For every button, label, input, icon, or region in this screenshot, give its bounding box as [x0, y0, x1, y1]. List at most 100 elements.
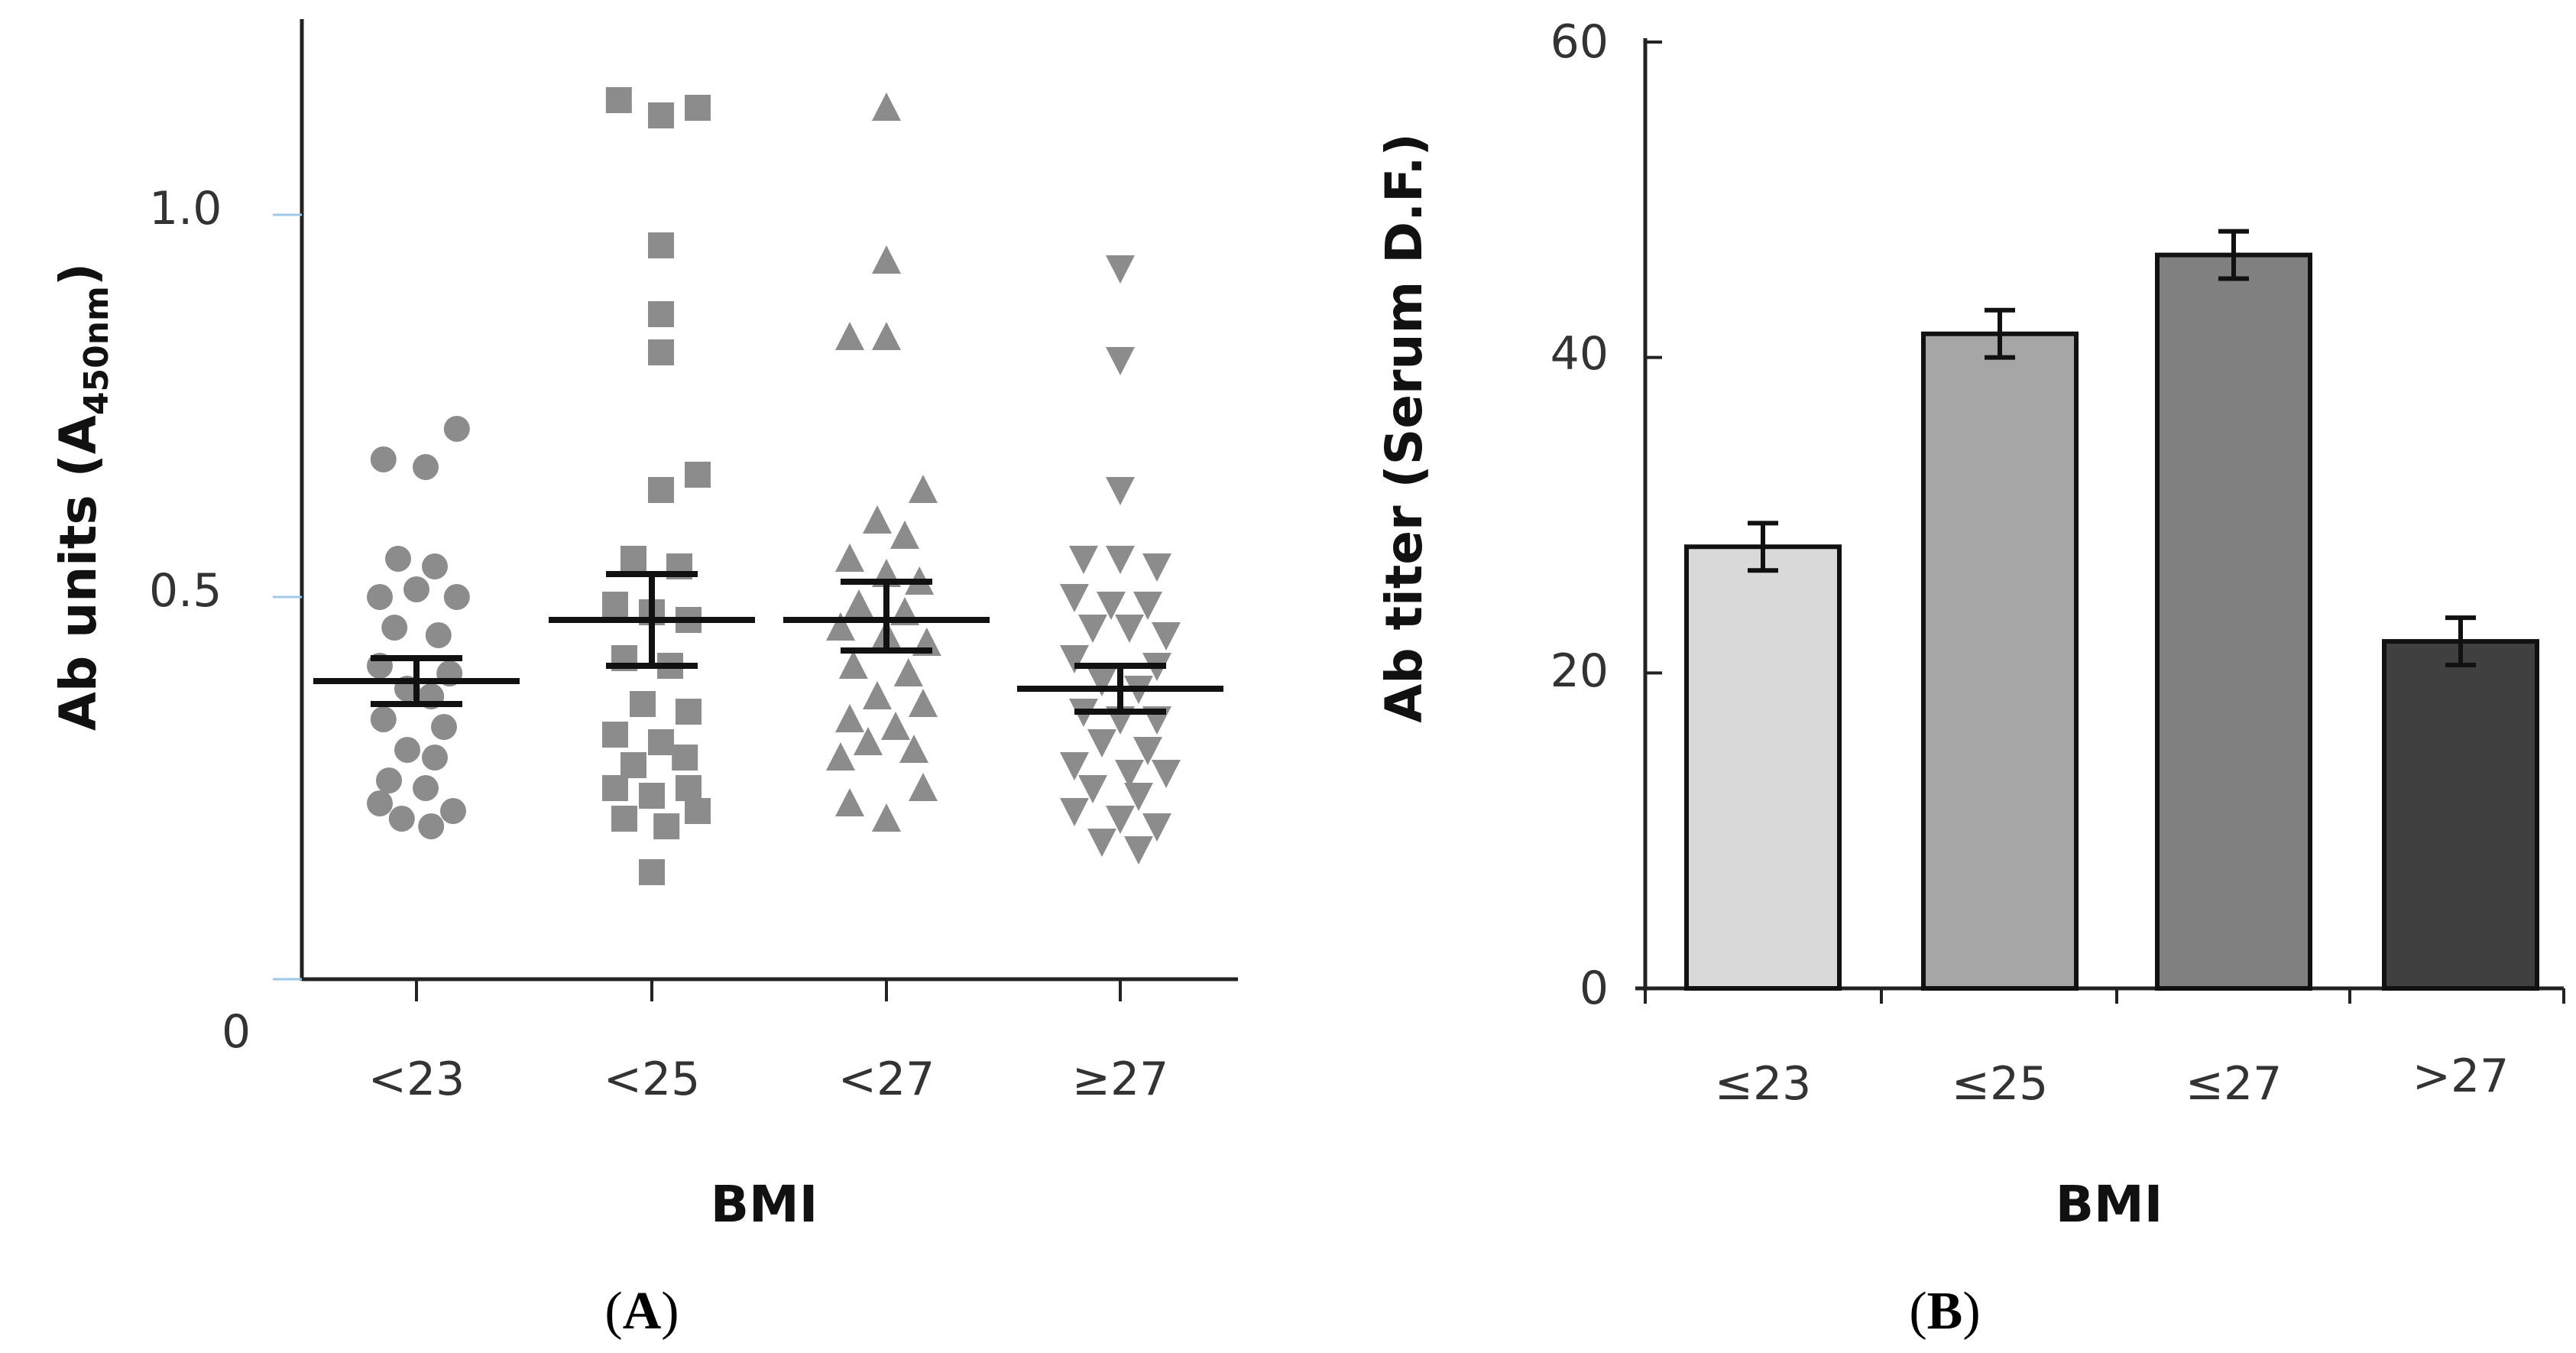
panel-a-point-series-1-17	[394, 737, 420, 763]
panel-a-point-series-4-1	[1106, 255, 1135, 284]
panel-a-point-series-4-28	[1106, 806, 1135, 834]
panel-a-point-series-2-24	[676, 775, 702, 801]
panel-a-point-series-3-22	[854, 727, 883, 755]
panel-a-point-series-3-4	[872, 322, 901, 350]
panel-a-point-series-4-11	[1115, 615, 1144, 643]
panel-b-bar-chart: 0 20 40 60 ≤23 ≤25 ≤27 >27 BMI Ab titer …	[1375, 15, 2565, 1341]
panel-a-point-series-4-2	[1106, 347, 1135, 375]
panel-a-point-series-3-16	[838, 651, 868, 679]
panel-b-y-tick-label-40: 40	[1550, 327, 1609, 381]
panel-a-point-series-3-23	[899, 735, 928, 763]
panel-a-point-series-3-20	[835, 704, 864, 732]
panel-a-point-series-3-6	[863, 505, 892, 534]
panel-a-point-series-4-10	[1078, 615, 1107, 643]
panel-a-point-series-2-20	[621, 752, 646, 778]
panel-b-label: (B)	[1909, 1282, 1980, 1341]
panel-a-point-series-4-30	[1087, 829, 1116, 857]
panel-a-point-series-2-8	[648, 477, 674, 503]
panel-a-point-series-3-1	[872, 92, 901, 121]
panel-a-point-series-3-19	[909, 689, 938, 717]
panel-a-point-series-1-18	[422, 745, 448, 771]
panel-b-bar-4	[2382, 639, 2539, 991]
panel-a-point-series-4-12	[1152, 622, 1181, 651]
panel-a-point-series-1-23	[388, 806, 415, 832]
panel-b-y-axis-title: Ab titer (Serum D.F.)	[1375, 133, 1434, 723]
panel-a-point-series-2-21	[672, 745, 698, 771]
panel-b-x-tick-label-le23: ≤23	[1715, 1057, 1812, 1111]
panel-a-point-series-2-26	[653, 813, 680, 839]
panel-a-point-series-1-24	[418, 813, 445, 839]
panel-a-point-series-4-22	[1060, 752, 1089, 780]
panel-a-point-series-4-26	[1124, 783, 1153, 811]
panel-a-y-tick-label-0.5: 0.5	[149, 564, 222, 618]
panel-a-y-tick-label-0: 0	[222, 1005, 251, 1059]
panel-a-point-series-3-26	[835, 788, 864, 816]
panel-a-y-tick-label-1.0: 1.0	[149, 182, 222, 235]
panel-a-label: (A)	[604, 1282, 679, 1341]
panel-a-point-series-4-25	[1078, 775, 1107, 803]
panel-a-point-series-2-6	[648, 339, 674, 365]
panel-a-point-series-1-19	[376, 767, 402, 793]
panel-a-point-series-1-9	[381, 615, 408, 641]
panel-a-point-series-1-21	[367, 790, 393, 816]
panel-a-point-series-3-7	[890, 521, 919, 549]
panel-a-point-series-4-15	[1087, 668, 1116, 696]
panel-a-point-series-4-8	[1097, 592, 1126, 620]
panel-b-y-tick-label-20: 20	[1550, 644, 1609, 698]
panel-a-point-series-3-21	[881, 712, 910, 740]
panel-a-point-series-2-28	[639, 859, 665, 885]
panel-a-x-tick-label-lt25: <25	[604, 1053, 701, 1106]
panel-a-point-series-2-17	[676, 699, 702, 725]
panel-a-point-series-1-4	[385, 546, 411, 572]
panel-a-point-series-4-9	[1133, 592, 1162, 620]
panel-a-y-axis-title-main: Ab units (A	[49, 415, 108, 731]
panel-a-point-series-2-7	[685, 462, 711, 488]
panel-b-y-tick-label-60: 60	[1550, 15, 1609, 69]
panel-a-point-series-3-17	[893, 658, 923, 686]
panel-b-axis-ticks	[1644, 41, 2565, 1004]
panel-b-bar-1	[1684, 544, 1842, 991]
panel-a-points	[273, 87, 1181, 1001]
panel-a-x-tick-label-ge27: ≥27	[1072, 1053, 1169, 1106]
panel-b-bar-3	[2155, 252, 2312, 991]
panel-a-point-series-4-20	[1087, 729, 1116, 758]
panel-a-scatter-chart: 0 0.5 1.0 <23 <25 <27 ≥27 BMI Ab units (…	[49, 19, 1238, 1341]
panel-a-point-series-3-27	[872, 803, 901, 832]
panel-a-point-series-4-29	[1142, 813, 1171, 842]
panel-a-point-series-4-13	[1060, 645, 1089, 673]
panel-a-point-series-1-10	[425, 622, 452, 648]
panel-a-point-series-1-22	[440, 798, 466, 824]
panel-a-point-series-2-19	[648, 729, 674, 755]
panel-a-point-series-1-2	[413, 454, 439, 480]
panel-a-point-series-3-8	[835, 543, 864, 572]
panel-a-point-series-1-8	[443, 584, 470, 610]
panel-a-point-series-3-5	[909, 475, 938, 503]
panel-a-point-series-4-7	[1060, 584, 1089, 612]
panel-a-point-series-1-3	[443, 416, 470, 442]
panel-a-y-axis-title-close: )	[49, 263, 108, 286]
panel-a-point-series-2-11	[602, 592, 628, 618]
panel-a-point-series-2-5	[648, 301, 674, 327]
panel-a-point-series-2-9	[621, 546, 646, 572]
panel-a-point-series-1-1	[370, 446, 397, 472]
panel-a-point-series-1-20	[413, 775, 439, 801]
panel-b-bars	[1684, 229, 2539, 991]
panel-a-y-axis-title: Ab units (A450nm)	[49, 263, 116, 731]
panel-b-x-tick-label-le25: ≤25	[1952, 1057, 2049, 1111]
panel-a-label-letter: A	[623, 1282, 662, 1341]
panel-a-y-axis-title-subscript: 450nm	[77, 286, 116, 415]
panel-a-point-series-1-7	[403, 576, 429, 602]
panel-a-point-series-2-23	[639, 783, 665, 809]
panel-a-point-series-4-4	[1069, 546, 1098, 574]
panel-b-x-tick-label-le27: ≤27	[2186, 1057, 2283, 1111]
panel-a-point-series-2-27	[685, 798, 711, 824]
panel-b-x-tick-label-gt27: >27	[2412, 1050, 2510, 1103]
panel-a-point-series-1-15	[370, 706, 397, 732]
panel-a-point-series-2-25	[611, 806, 637, 832]
panel-a-point-series-1-5	[422, 553, 448, 579]
panel-a-point-series-2-22	[602, 775, 628, 801]
panel-a-point-series-3-13	[826, 612, 855, 641]
panel-a-x-axis-title: BMI	[711, 1175, 818, 1234]
panel-a-point-series-3-2	[872, 245, 901, 274]
panel-a-mean-sem-bars	[313, 571, 1223, 715]
